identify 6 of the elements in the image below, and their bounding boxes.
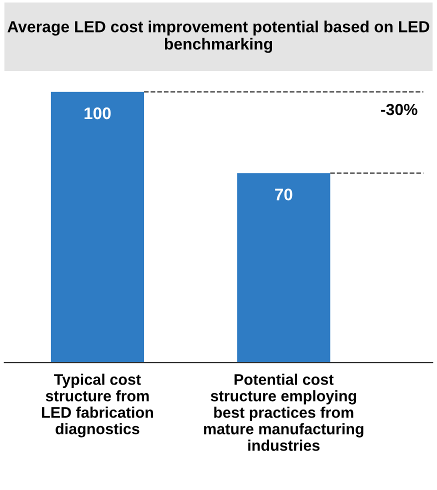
- data-label: 70: [275, 188, 292, 200]
- chart-title: Average LED cost improvement potential based on LED benchmarking: [8, 20, 430, 53]
- annotation: -30%: [381, 104, 418, 116]
- x-tick-label: Potential cost structure employing best practices from mature manufacturing industries: [204, 374, 364, 451]
- data-label: 100: [84, 107, 111, 120]
- x-tick-label: Typical cost structure from LED fabrication diagnostics: [42, 374, 153, 438]
